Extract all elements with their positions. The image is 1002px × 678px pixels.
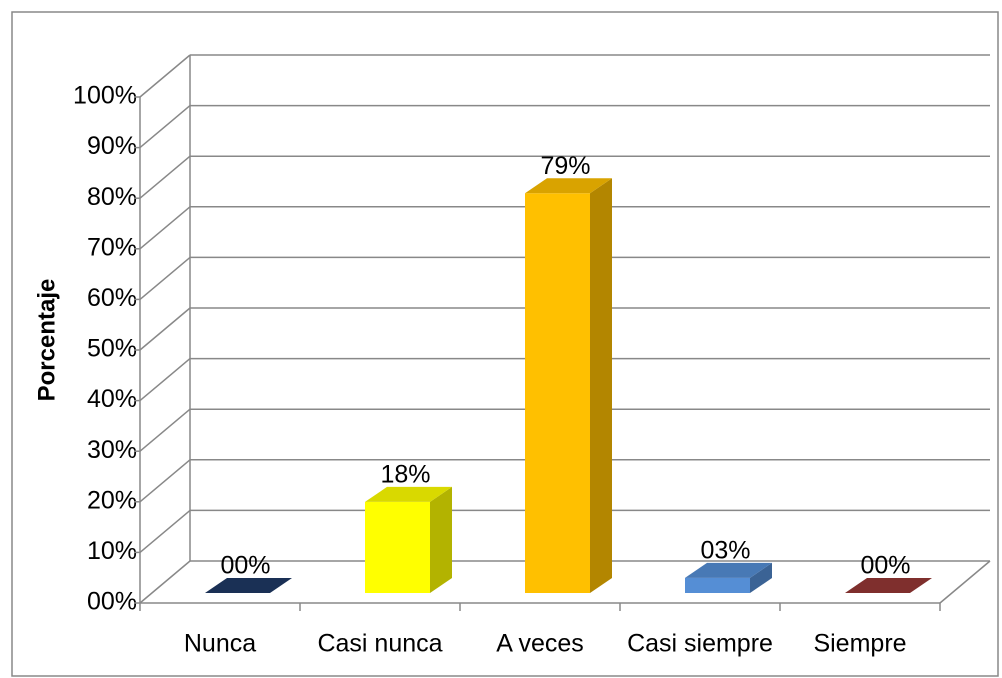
y-tick-label: 10%	[87, 537, 137, 565]
bar-front	[365, 501, 430, 593]
x-tick-label: Nunca	[184, 630, 256, 658]
y-tick-label: 60%	[87, 284, 137, 312]
grid-line	[139, 155, 191, 199]
bar-top	[205, 578, 292, 593]
grid-line	[139, 256, 191, 300]
bar-front	[685, 577, 750, 593]
value-label: 18%	[380, 461, 430, 489]
bar-side	[430, 486, 452, 593]
x-tick-label: A veces	[496, 630, 584, 658]
y-tick-label: 20%	[87, 486, 137, 514]
y-tick-label: 70%	[87, 233, 137, 261]
grid-line	[139, 509, 191, 553]
y-axis-title: Porcentaje	[33, 279, 60, 402]
x-tick-label: Casi nunca	[317, 630, 442, 658]
y-tick-label: 80%	[87, 183, 137, 211]
value-label: 00%	[220, 552, 270, 580]
value-label: 00%	[860, 552, 910, 580]
chart-border	[11, 11, 999, 677]
grid-line	[139, 54, 191, 98]
y-tick-label: 100%	[73, 82, 137, 110]
grid-line	[139, 408, 191, 452]
bar-top	[845, 578, 932, 593]
y-tick-label: 90%	[87, 132, 137, 160]
value-label: 79%	[540, 152, 590, 180]
grid-line	[139, 307, 191, 351]
y-tick-label: 00%	[87, 588, 137, 616]
grid-line	[139, 206, 191, 250]
grid-line	[139, 358, 191, 402]
grid-line	[139, 459, 191, 503]
grid-line	[139, 560, 191, 604]
bar-side	[750, 562, 772, 593]
grid-line	[139, 105, 191, 149]
bar-top	[365, 486, 452, 502]
y-tick-label: 50%	[87, 335, 137, 363]
floor-edge	[939, 560, 991, 604]
x-tick-label: Casi siempre	[627, 630, 773, 658]
bar-top	[525, 178, 612, 194]
y-tick-label: 40%	[87, 385, 137, 413]
y-tick-label: 30%	[87, 436, 137, 464]
value-label: 03%	[700, 536, 750, 564]
x-tick-label: Siempre	[813, 630, 906, 658]
bar-front	[525, 193, 590, 593]
bar-side	[590, 178, 612, 593]
bar-top	[685, 562, 772, 578]
